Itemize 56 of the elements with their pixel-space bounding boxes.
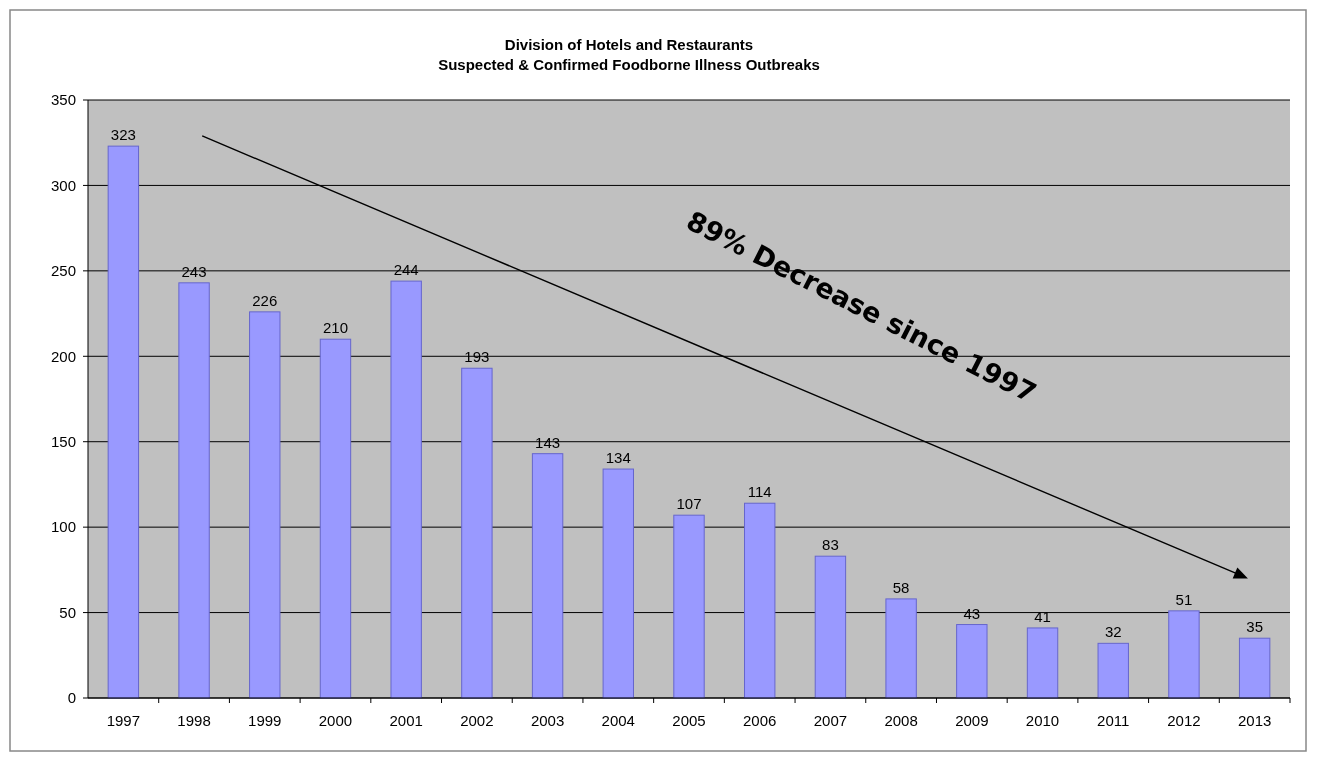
data-label: 107 [676,495,702,513]
chart-subtitle: Suspected & Confirmed Foodborne Illness Outbreaks [438,56,820,73]
y-tick-label: 150 [50,432,76,450]
y-tick-label: 250 [50,262,76,280]
x-tick-label: 1998 [177,712,211,729]
y-tick-label: 350 [50,91,76,109]
x-tick-label: 1999 [248,712,282,729]
x-tick-label: 2008 [884,712,918,729]
bar [319,338,352,699]
x-tick-label: 2005 [672,712,706,729]
data-label: 58 [892,578,910,596]
chart-title: Division of Hotels and Restaurants [504,36,754,53]
bar [956,624,988,699]
x-tick-label: 2004 [601,712,635,729]
x-tick-label: 1997 [106,712,141,729]
x-tick-label: 2012 [1167,712,1201,729]
y-tick-label: 50 [59,603,76,621]
data-label: 83 [822,536,839,554]
bar [531,453,564,699]
bar [673,514,705,699]
data-label: 114 [747,483,772,501]
data-label: 35 [1246,618,1263,636]
y-tick-label: 100 [50,518,76,536]
data-label: 226 [252,291,278,309]
bar [602,468,634,699]
data-label: 323 [110,126,136,144]
bar [1238,637,1271,699]
y-tick-label: 300 [50,176,76,194]
bar [390,280,422,699]
data-label: 41 [1034,607,1051,625]
bar [1097,642,1129,699]
y-tick-label: 0 [67,689,76,707]
x-tick-label: 2011 [1097,712,1130,729]
bar [814,555,847,699]
bar [249,311,281,699]
bar [1026,627,1059,699]
bar [461,367,493,699]
x-tick-label: 2007 [813,712,848,729]
data-label: 134 [605,449,631,467]
x-tick-label: 2000 [318,712,353,729]
x-tick-label: 2002 [460,712,494,729]
data-label: 210 [322,319,348,337]
data-label: 32 [1104,623,1122,641]
x-tick-label: 2003 [530,712,565,729]
y-tick-label: 200 [50,347,76,365]
x-tick-label: 2010 [1025,712,1060,729]
data-label: 51 [1175,590,1193,608]
bar [1168,610,1200,699]
bar [885,598,917,699]
bar [107,145,140,699]
bar [178,282,210,699]
x-tick-label: 2009 [955,712,989,729]
bar [744,502,776,699]
x-tick-label: 2013 [1237,712,1272,729]
x-tick-label: 2001 [389,712,423,729]
x-tick-label: 2006 [743,712,777,729]
